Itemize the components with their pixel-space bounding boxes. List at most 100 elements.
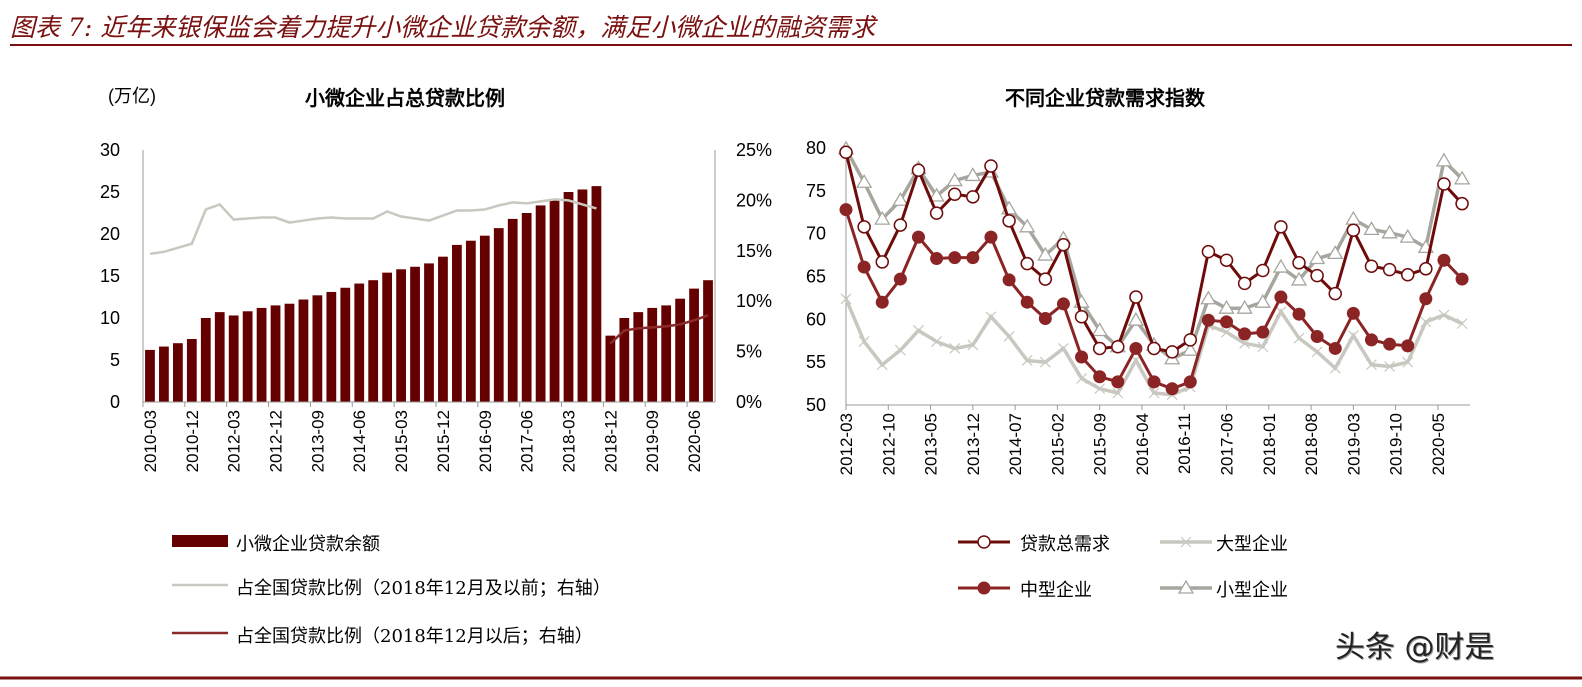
point-大型企业-2020-03: [1420, 316, 1432, 328]
point-贷款总需求-2014-12: [1038, 272, 1053, 286]
x-tick-label: 2019-10: [1387, 413, 1406, 475]
bar-2020-06: [689, 288, 699, 402]
bar-2014-03: [340, 287, 351, 402]
x-tick-label: 2015-03: [392, 410, 411, 472]
bar-2013-06: [298, 299, 309, 402]
point-大型企业-2018-06: [1293, 332, 1305, 344]
point-贷款总需求-2018-12: [1328, 286, 1342, 301]
bar-2018-06: [577, 189, 588, 402]
point-大型企业-2020-06: [1438, 309, 1450, 321]
point-中型企业-2018-09: [1310, 329, 1324, 343]
legend-label-mid: 中型企业: [1020, 580, 1092, 601]
point-中型企业-2017-06: [1220, 315, 1234, 329]
point-小型企业-2012-06: [855, 173, 873, 188]
point-大型企业-2013-03: [913, 325, 924, 336]
x-tick-label: 2012-03: [225, 410, 244, 472]
bar-2020-09: [703, 280, 713, 402]
x-tick-label: 2017-06: [518, 410, 537, 472]
x-tick-label: 2012-10: [879, 413, 898, 475]
bar-2019-03: [619, 318, 630, 402]
legend-swatch-bar: [172, 535, 228, 547]
point-中型企业-2016-12: [1183, 375, 1197, 389]
point-贷款总需求-2017-03: [1201, 244, 1216, 259]
bar-2014-12: [382, 272, 393, 402]
legend-marker-大型企业: [1180, 536, 1192, 548]
x-tick-label: 2018-01: [1260, 413, 1279, 475]
bar-2014-09: [368, 280, 379, 402]
point-贷款总需求-2013-12: [966, 190, 980, 204]
point-中型企业-2019-09: [1383, 337, 1397, 351]
x-tick-label: 2016-04: [1133, 413, 1152, 475]
point-小型企业-2018-09: [1308, 250, 1326, 265]
point-中型企业-2020-09: [1455, 272, 1469, 286]
x-tick-label: 2016-09: [476, 410, 495, 472]
point-小型企业-2017-06: [1218, 299, 1235, 314]
y2-tick-label: 10%: [736, 291, 772, 311]
y-tick-label: 50: [806, 395, 826, 415]
bar-2013-09: [312, 295, 323, 402]
point-中型企业-2013-03: [911, 230, 925, 244]
point-贷款总需求-2019-06: [1364, 259, 1379, 273]
bar-2019-09: [647, 307, 658, 402]
x-tick-label: 2010-03: [141, 410, 160, 472]
x-tick-label: 2013-09: [308, 410, 327, 472]
point-贷款总需求-2018-09: [1310, 268, 1324, 283]
point-贷款总需求-2014-06: [1002, 214, 1016, 228]
point-中型企业-2017-09: [1238, 327, 1252, 341]
watermark: 头条 @财是: [1335, 630, 1495, 665]
point-中型企业-2013-06: [930, 252, 944, 266]
point-大型企业-2017-12: [1257, 341, 1269, 353]
point-贷款总需求-2019-03: [1346, 223, 1361, 237]
point-中型企业-2014-09: [1020, 295, 1034, 309]
point-贷款总需求-2012-09: [875, 255, 889, 269]
figure-title: 图表 7: 近年来银保监会着力提升小微企业贷款余额，满足小微企业的融资需求: [10, 13, 876, 42]
point-中型企业-2018-06: [1292, 307, 1306, 321]
line-series-1: [149, 198, 597, 256]
x-tick-label: 2015-12: [434, 410, 453, 472]
point-贷款总需求-2017-06: [1219, 253, 1234, 267]
point-贷款总需求-2013-06: [929, 206, 944, 220]
point-贷款总需求-2020-06: [1437, 177, 1451, 191]
x-tick-label: 2014-07: [1006, 413, 1025, 475]
point-大型企业-2018-09: [1311, 346, 1323, 358]
x-tick-label: 2012-12: [267, 410, 286, 472]
bar-2015-09: [424, 263, 434, 402]
point-小型企业-2013-12: [964, 167, 981, 182]
point-中型企业-2012-06: [857, 260, 871, 274]
bar-2010-09: [172, 343, 183, 402]
point-中型企业-2020-03: [1419, 292, 1433, 306]
point-大型企业-2014-03: [985, 311, 997, 323]
point-中型企业-2018-12: [1328, 341, 1342, 355]
point-小型企业-2020-06: [1435, 152, 1453, 167]
point-大型企业-2017-09: [1239, 337, 1251, 349]
point-大型企业-2015-03: [1058, 343, 1069, 354]
point-贷款总需求-2019-09: [1382, 262, 1397, 277]
y-tick-label: 25: [100, 182, 120, 202]
left-chart-title: 小微企业占总贷款比例: [305, 86, 505, 110]
bar-2018-03: [563, 192, 574, 402]
bar-2019-06: [633, 312, 644, 402]
point-大型企业-2019-12: [1402, 356, 1414, 368]
bar-2017-12: [549, 199, 560, 402]
bar-2018-09: [591, 186, 602, 402]
point-中型企业-2015-03: [1056, 297, 1070, 311]
point-中型企业-2015-06: [1075, 350, 1089, 364]
point-贷款总需求-2016-03: [1129, 290, 1143, 304]
point-小型企业-2016-03: [1127, 311, 1145, 326]
point-贷款总需求-2018-03: [1274, 220, 1288, 234]
x-tick-label: 2018-03: [560, 410, 579, 472]
point-贷款总需求-2012-12: [893, 218, 908, 232]
point-贷款总需求-2017-09: [1237, 276, 1252, 291]
bar-2012-09: [256, 307, 267, 402]
bar-2017-06: [521, 213, 532, 402]
legend-label-small: 小型企业: [1216, 580, 1288, 601]
y-tick-label: 70: [806, 224, 826, 244]
x-tick-label: 2020-06: [685, 410, 704, 472]
point-贷款总需求-2017-12: [1256, 263, 1270, 278]
point-大型企业-2012-06: [858, 336, 870, 348]
legend-label-bar: 小微企业贷款余额: [236, 534, 380, 555]
y-tick-label: 65: [806, 267, 826, 287]
bar-2011-06: [200, 318, 211, 402]
